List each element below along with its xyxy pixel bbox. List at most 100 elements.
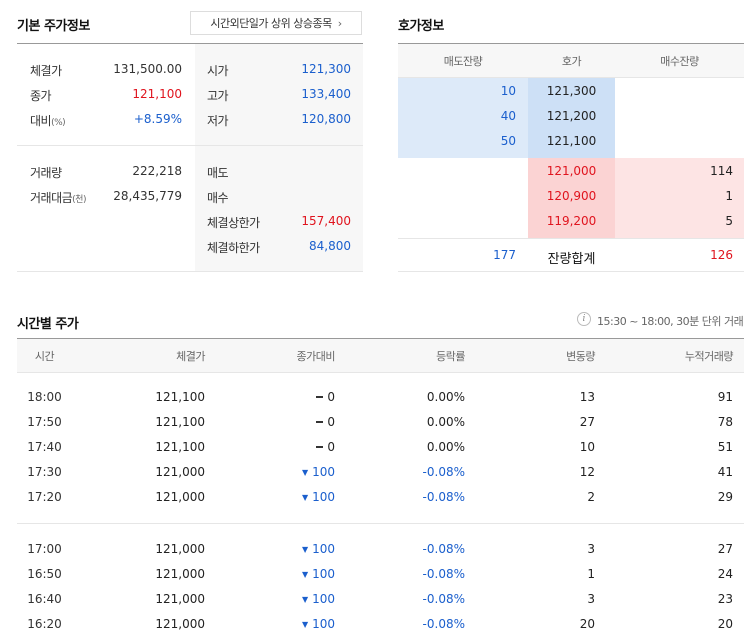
change-value: 100 [312, 617, 335, 631]
cumulative-volume-cell: 29 [717, 490, 733, 504]
bid-price: 120,900 [546, 189, 597, 203]
change-value: 100 [312, 592, 335, 606]
orderbook-total-label: 잔량합계 [547, 252, 596, 267]
change-value: 100 [312, 542, 335, 556]
ask-price: 121,300 [546, 84, 597, 98]
ask-qty: 10 [500, 84, 516, 98]
ask-qty: 40 [500, 109, 516, 123]
time-cell: 16:40 [27, 592, 62, 606]
basic-info-label-text: 대비 [30, 114, 52, 128]
basic-info-value: 133,400 [301, 87, 351, 101]
basic-info-right-column-bg [195, 44, 363, 271]
flat-dash-icon [316, 446, 324, 448]
orderbook-header-bg [398, 44, 744, 77]
volume-cell: 12 [579, 465, 595, 479]
change-cell: ▼ 100 [230, 617, 335, 631]
chevron-right-icon: › [337, 16, 342, 30]
time-cell: 17:50 [27, 415, 62, 429]
change-cell: ▼ 100 [230, 490, 335, 504]
time-price-group-divider [17, 523, 744, 524]
orderbook-title: 호가정보 [398, 19, 444, 34]
rate-cell: -0.08% [422, 490, 465, 504]
change-value: 100 [312, 490, 335, 504]
flat-dash-icon [316, 421, 324, 423]
change-cell: 0 [230, 390, 335, 404]
basic-info-unit: (천) [72, 195, 86, 205]
time-price-top-border [17, 338, 744, 339]
basic-info-label: 고가 [207, 89, 229, 103]
volume-cell: 20 [579, 617, 595, 631]
volume-cell: 3 [587, 542, 595, 556]
rate-cell: 0.00% [426, 415, 465, 429]
price-cell: 121,000 [155, 542, 205, 556]
rate-cell: -0.08% [422, 567, 465, 581]
change-cell: 0 [230, 415, 335, 429]
rate-cell: 0.00% [426, 440, 465, 454]
bid-qty: 114 [710, 164, 733, 178]
cumulative-volume-cell: 91 [717, 390, 733, 404]
price-cell: 121,100 [155, 390, 205, 404]
rate-cell: -0.08% [422, 542, 465, 556]
orderbook-ask-price-bg [528, 78, 615, 158]
basic-info-value: +8.59% [133, 112, 182, 126]
cumulative-volume-cell: 20 [717, 617, 733, 631]
rate-cell: 0.00% [426, 390, 465, 404]
basic-info-label: 거래량 [30, 164, 62, 181]
orderbook-header-bid: 매수잔량 [660, 55, 699, 68]
time-price-header-cell: 변동량 [566, 350, 595, 363]
basic-info-label: 체결하한가 [207, 241, 260, 255]
basic-info-value: 28,435,779 [113, 189, 182, 203]
info-icon[interactable]: i [577, 312, 591, 326]
bid-qty: 1 [725, 189, 733, 203]
orderbook-total-border [398, 238, 744, 239]
basic-info-label: 대비(%) [30, 112, 66, 129]
basic-info-label: 체결가 [30, 62, 62, 79]
orderbook-header-border [398, 77, 744, 78]
orderbook-bid-price-bg [528, 158, 615, 238]
rate-cell: -0.08% [422, 617, 465, 631]
orderbook-header-price: 호가 [561, 55, 582, 68]
orderbook-ask-qty-bg [398, 78, 528, 158]
orderbook-bottom-border [398, 271, 744, 272]
time-cell: 17:40 [27, 440, 62, 454]
change-cell: ▼ 100 [230, 542, 335, 556]
cumulative-volume-cell: 41 [717, 465, 733, 479]
volume-cell: 27 [579, 415, 595, 429]
time-cell: 18:00 [27, 390, 62, 404]
cumulative-volume-cell: 51 [717, 440, 733, 454]
price-cell: 121,000 [155, 567, 205, 581]
basic-info-label: 시가 [207, 64, 229, 78]
cumulative-volume-cell: 78 [717, 415, 733, 429]
basic-info-bottom-border [17, 271, 363, 272]
rate-cell: -0.08% [422, 592, 465, 606]
time-price-header-bg [17, 339, 744, 372]
after-hours-button-label: 시간외단일가 상위 상승종목 [210, 17, 332, 30]
time-price-info-text: 15:30 ~ 18:00, 30분 단위 거래 [597, 315, 744, 328]
price-cell: 121,000 [155, 617, 205, 631]
price-cell: 121,100 [155, 415, 205, 429]
volume-cell: 3 [587, 592, 595, 606]
time-price-header-cell: 종가대비 [296, 350, 336, 363]
basic-info-value: 120,800 [301, 112, 351, 126]
basic-info-label: 체결상한가 [207, 216, 260, 230]
volume-cell: 13 [579, 390, 595, 404]
basic-info-label: 종가 [30, 87, 52, 104]
price-cell: 121,000 [155, 592, 205, 606]
change-cell: ▼ 100 [230, 465, 335, 479]
change-value: 0 [327, 415, 335, 429]
basic-info-value: 84,800 [309, 239, 351, 253]
change-value: 0 [327, 440, 335, 454]
time-cell: 17:00 [27, 542, 62, 556]
after-hours-top-gainers-button[interactable]: 시간외단일가 상위 상승종목 › [190, 11, 362, 35]
down-triangle-icon: ▼ [301, 595, 309, 604]
down-triangle-icon: ▼ [301, 468, 309, 477]
volume-cell: 10 [579, 440, 595, 454]
time-price-header-cell: 체결가 [176, 350, 205, 363]
basic-info-label: 거래대금(천) [30, 189, 86, 206]
cumulative-volume-cell: 23 [717, 592, 733, 606]
cumulative-volume-cell: 27 [717, 542, 733, 556]
change-value: 100 [312, 567, 335, 581]
volume-cell: 2 [587, 490, 595, 504]
down-triangle-icon: ▼ [301, 620, 309, 629]
time-price-header-border [17, 372, 744, 373]
